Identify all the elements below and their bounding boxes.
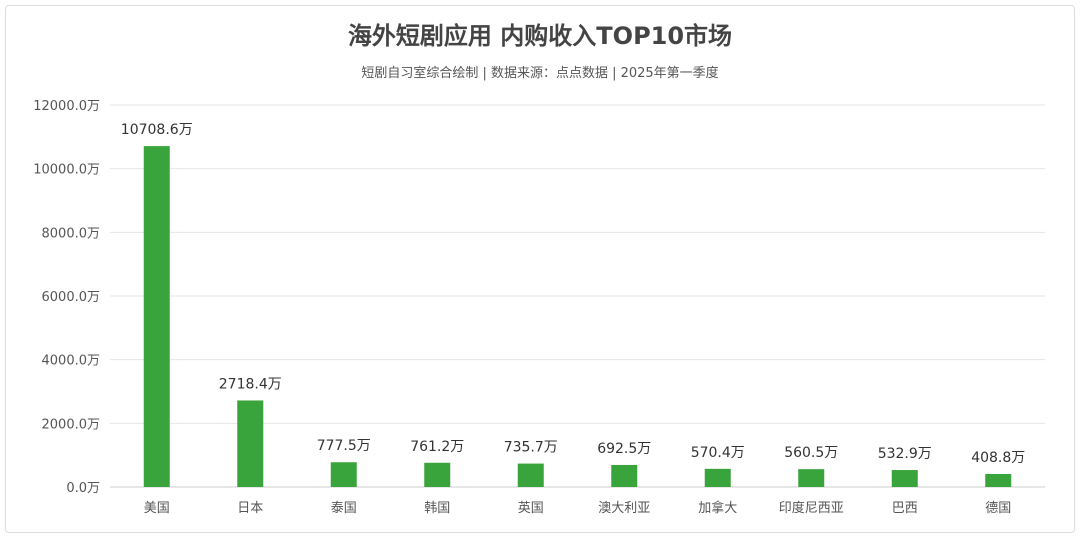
bar [330, 462, 357, 487]
x-tick-label: 澳大利亚 [598, 500, 650, 516]
bar [143, 146, 170, 488]
bar [611, 464, 638, 487]
x-tick-label: 韩国 [424, 501, 450, 516]
data-label: 10708.6万 [121, 122, 193, 138]
bar [704, 468, 731, 487]
x-tick-label: 英国 [518, 501, 544, 516]
bar [424, 462, 451, 487]
y-tick-label: 2000.0万 [42, 417, 101, 432]
chart-title: 海外短剧应用 内购收入TOP10市场 [347, 22, 733, 50]
x-tick-label: 巴西 [892, 501, 918, 516]
y-tick-label: 6000.0万 [42, 290, 101, 305]
data-label: 761.2万 [410, 439, 464, 455]
x-tick-label: 泰国 [331, 501, 357, 516]
bar [798, 469, 825, 487]
y-tick-label: 10000.0万 [33, 163, 100, 178]
bar [517, 463, 544, 487]
x-tick-label: 加拿大 [698, 500, 737, 516]
x-tick-label: 印度尼西亚 [779, 500, 844, 516]
x-tick-label: 美国 [144, 501, 170, 516]
x-tick-label: 日本 [237, 501, 263, 516]
y-tick-label: 0.0万 [66, 481, 100, 496]
data-label: 735.7万 [504, 440, 558, 456]
y-tick-label: 8000.0万 [42, 226, 101, 241]
bar [891, 470, 918, 487]
data-label: 408.8万 [971, 450, 1025, 466]
data-label: 777.5万 [317, 438, 371, 454]
y-tick-label: 4000.0万 [42, 354, 101, 369]
data-label: 692.5万 [597, 441, 651, 457]
data-label: 560.5万 [784, 445, 838, 461]
y-tick-label: 12000.0万 [33, 99, 100, 114]
data-label: 570.4万 [691, 445, 745, 461]
data-label: 532.9万 [878, 446, 932, 462]
chart-subtitle: 短剧自习室综合绘制 | 数据来源：点点数据 | 2025年第一季度 [361, 66, 719, 81]
data-label: 2718.4万 [219, 376, 282, 392]
chart-frame [5, 5, 1075, 533]
bar [985, 473, 1012, 487]
bar [237, 400, 264, 487]
x-tick-label: 德国 [985, 501, 1011, 516]
